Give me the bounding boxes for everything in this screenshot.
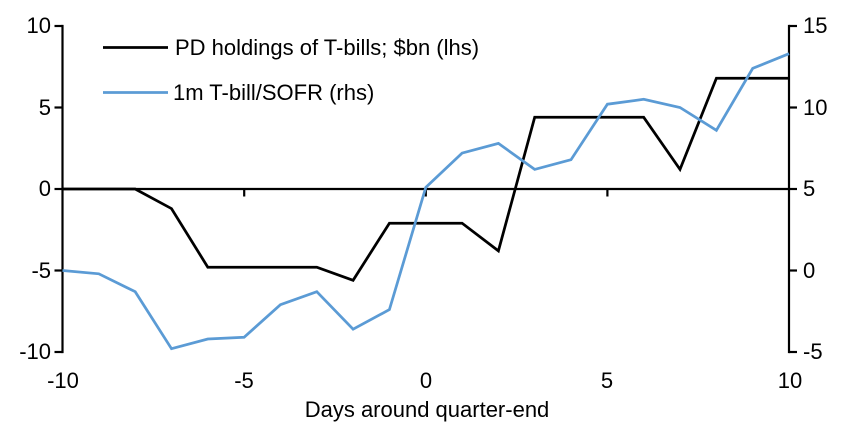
- x-axis-label-m10: -10: [47, 368, 79, 393]
- series-line-pd-holdings: [62, 76, 789, 282]
- series-line-tbill-sofr: [62, 52, 790, 351]
- left-axis-label-m10: -10: [19, 339, 51, 364]
- x-axis-label-m5: -5: [234, 368, 254, 393]
- right-axis-label-10: 10: [803, 94, 828, 120]
- x-axis-title: Days around quarter-end: [304, 397, 550, 422]
- right-axis-label-5: 5: [803, 176, 816, 201]
- series-lines: [62, 52, 790, 351]
- x-axis-label-0: 0: [419, 368, 433, 393]
- right-axis-label-15: 15: [803, 13, 828, 38]
- left-axis-label-10: 10: [26, 13, 51, 38]
- x-axis-label-10: 10: [777, 368, 803, 393]
- left-axis-label-5: 5: [38, 94, 51, 120]
- legend-label-pd-holdings: PD holdings of T-bills; $bn (lhs): [175, 35, 480, 60]
- legend-label-tbill-sofr: 1m T-bill/SOFR (rhs): [173, 80, 375, 105]
- left-axis-label-0: 0: [38, 176, 51, 201]
- x-axis-label-5: 5: [600, 368, 614, 393]
- right-axis-label-0: 0: [803, 257, 816, 283]
- left-axis-label-m5: -5: [31, 257, 51, 283]
- right-axis-label-m5: -5: [803, 339, 823, 364]
